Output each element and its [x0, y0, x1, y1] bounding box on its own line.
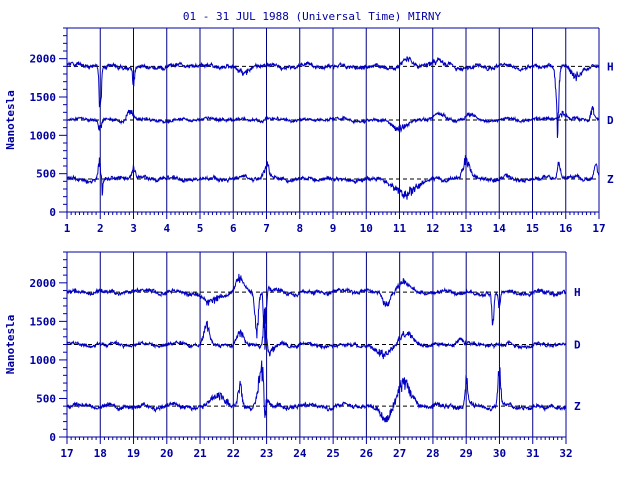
series-label-D: D	[574, 339, 581, 352]
y-tick-label: 2000	[30, 53, 57, 66]
x-tick-label: 20	[160, 447, 173, 460]
series-trace-H	[66, 273, 567, 350]
x-tick-label: 4	[163, 222, 170, 235]
series-label-H: H	[574, 286, 581, 299]
x-tick-label: 3	[130, 222, 137, 235]
series-trace-D	[66, 106, 600, 133]
y-tick-label: 500	[36, 392, 56, 405]
y-axis-label: Nanotesla	[4, 315, 17, 375]
y-tick-label: 2000	[30, 277, 57, 290]
x-tick-label: 30	[493, 447, 506, 460]
x-tick-label: 22	[227, 447, 240, 460]
series-trace-Z	[66, 155, 600, 200]
series-trace-Z	[66, 360, 567, 423]
panel-2: 17 18 19 20 21 22 23 24 25 26 27 28 29 30 31 32 0 500 1000…	[4, 251, 581, 460]
x-tick-label: 17	[60, 447, 73, 460]
series-label-Z: Z	[574, 400, 581, 413]
x-tick-label: 25	[327, 447, 340, 460]
x-tick-label: 16	[559, 222, 573, 235]
x-tick-label: 7	[263, 222, 270, 235]
y-tick-label: 500	[36, 168, 56, 181]
y-axis-label: Nanotesla	[4, 90, 17, 150]
y-tick-label: 1000	[30, 129, 57, 142]
x-tick-label: 8	[296, 222, 303, 235]
x-tick-label: 15	[526, 222, 539, 235]
x-tick-label: 23	[260, 447, 273, 460]
x-tick-label: 5	[197, 222, 204, 235]
x-tick-label: 9	[330, 222, 337, 235]
x-tick-label: 17	[592, 222, 605, 235]
series-label-H: H	[607, 60, 614, 73]
x-tick-label: 28	[426, 447, 439, 460]
x-tick-label: 29	[460, 447, 473, 460]
x-tick-label: 6	[230, 222, 237, 235]
series-label-D: D	[607, 114, 614, 127]
x-tick-label: 18	[94, 447, 107, 460]
chart-title: 01 - 31 JUL 1988 (Universal Time) MIRNY	[183, 10, 442, 23]
x-tick-label: 27	[393, 447, 406, 460]
x-tick-label: 12	[426, 222, 439, 235]
panel-1: 1 2 3 4 5 6 7 8 9 10 11 12 13 14 15 16 17050010001500200…	[4, 27, 614, 235]
series-label-Z: Z	[607, 173, 614, 186]
series-trace-H	[66, 56, 600, 138]
x-tick-label: 19	[127, 447, 140, 460]
x-tick-label: 10	[360, 222, 373, 235]
x-tick-label: 1	[64, 222, 71, 235]
x-tick-label: 26	[360, 447, 374, 460]
x-tick-label: 31	[526, 447, 540, 460]
x-tick-label: 11	[393, 222, 407, 235]
y-tick-label: 1000	[30, 354, 57, 367]
y-tick-label: 0	[49, 431, 56, 444]
x-tick-label: 14	[493, 222, 507, 235]
y-tick-label: 1500	[30, 91, 57, 104]
y-tick-label: 1500	[30, 315, 57, 328]
x-tick-label: 24	[293, 447, 307, 460]
x-tick-label: 13	[459, 222, 472, 235]
x-tick-label: 32	[559, 447, 572, 460]
y-tick-label: 0	[49, 206, 56, 219]
x-tick-label: 2	[97, 222, 104, 235]
x-tick-label: 21	[193, 447, 207, 460]
series-trace-D	[66, 307, 567, 360]
